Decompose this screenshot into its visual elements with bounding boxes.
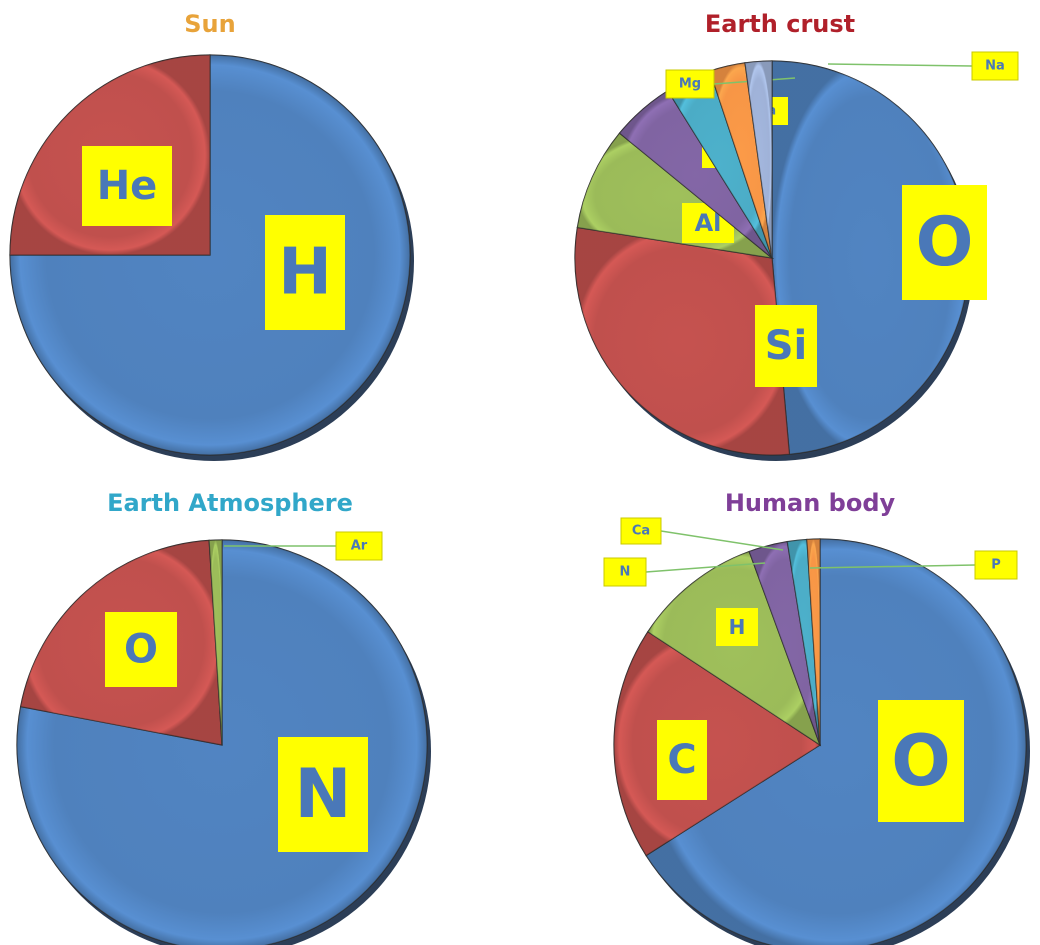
slice-label-box [755, 305, 817, 387]
slice-label-n: N [620, 565, 631, 580]
chart-title: Earth Atmosphere [107, 489, 353, 517]
chart-title: Human body [724, 489, 896, 517]
slice-label-box [603, 557, 647, 587]
slice-label-box [335, 531, 383, 561]
slice-label-box [971, 51, 1019, 81]
pie-slice-bevel [787, 539, 820, 745]
slice-label-o: O [124, 627, 158, 673]
slice-label-box [902, 185, 987, 300]
slice-label-o: O [916, 203, 974, 282]
slice-label-box [82, 146, 172, 226]
pie-slice-bevel [744, 61, 772, 258]
pie-earth-crust: OSiAlFeCaMgNa [574, 51, 1019, 461]
pie-slice-bevel [772, 61, 969, 455]
slice-label-ca: Ca [632, 524, 650, 539]
slice-label-c: C [667, 737, 696, 783]
chart-sun: Sun H He [0, 0, 520, 470]
chart-human-body: Human body O C H N Ca P [520, 475, 1040, 945]
slice-label-box [105, 612, 177, 687]
slice-label-box [665, 69, 715, 99]
slice-label-o: O [891, 720, 951, 802]
slice-label-box [278, 737, 368, 852]
slice-label-si: Si [765, 323, 808, 369]
slice-label-ar: Ar [351, 539, 368, 554]
pie-slice-bevel [667, 71, 772, 258]
pie-slice-bevel [647, 551, 820, 745]
slice-label-box [974, 550, 1018, 580]
pie-slice-bevel [749, 541, 820, 745]
pie-slice-bevel [575, 227, 790, 455]
pie-earth-atmosphere: N O Ar [16, 531, 431, 945]
chart-earth-crust: Earth crust OSiAlFeCaMgNa [520, 0, 1040, 470]
pie-sun: H He [9, 54, 414, 461]
pie-human-body: O C H N Ca P [603, 517, 1030, 945]
slice-label-na: Na [985, 59, 1005, 74]
slice-label-p: P [991, 558, 1001, 573]
pie-slice-bevel [619, 90, 772, 258]
slice-label-n: N [295, 755, 352, 834]
callout-line [809, 564, 976, 569]
slice-label-box [620, 517, 662, 545]
callout-line [660, 530, 784, 551]
slice-label-mg: Mg [679, 77, 701, 92]
slice-label-box [716, 608, 758, 646]
chart-title: Sun [184, 10, 236, 38]
callout-line [645, 562, 766, 573]
callout-line [827, 63, 973, 67]
slice-label-box [265, 215, 345, 330]
pie-slice-bevel [806, 539, 820, 745]
chart-title: Earth crust [704, 10, 856, 38]
slice-label-h: H [278, 236, 332, 310]
pie-slice-bevel [646, 539, 1026, 945]
slice-label-he: He [97, 163, 158, 209]
pie-slice-bevel [709, 62, 772, 258]
slice-label-box [878, 700, 964, 822]
slice-label-box [657, 720, 707, 800]
slice-label-h: H [729, 615, 746, 639]
chart-earth-atmosphere: Earth Atmosphere N O Ar [0, 475, 520, 945]
pie-slice-bevel [209, 540, 222, 745]
